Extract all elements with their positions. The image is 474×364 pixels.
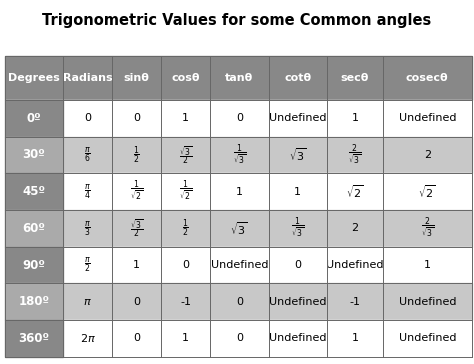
Text: $2\pi$: $2\pi$ (80, 332, 96, 344)
Text: $\frac{1}{\sqrt{3}}$: $\frac{1}{\sqrt{3}}$ (233, 142, 246, 167)
Bar (5, 136, 63, 173)
Text: 1: 1 (424, 260, 431, 270)
Text: 1: 1 (182, 113, 189, 123)
Text: 1: 1 (236, 187, 243, 197)
Text: 1: 1 (294, 187, 301, 197)
Text: $\frac{1}{\sqrt{2}}$: $\frac{1}{\sqrt{2}}$ (130, 179, 143, 204)
Text: 180º: 180º (18, 295, 49, 308)
Text: 1: 1 (351, 333, 358, 343)
Text: 0: 0 (133, 297, 140, 307)
Text: 0: 0 (294, 260, 301, 270)
Text: $\frac{\pi}{2}$: $\frac{\pi}{2}$ (84, 256, 91, 274)
Text: Undefined: Undefined (269, 113, 327, 123)
Text: 0: 0 (236, 333, 243, 343)
Bar (5, 100, 472, 136)
Text: 360º: 360º (18, 332, 49, 345)
Text: $\sqrt{3}$: $\sqrt{3}$ (289, 147, 307, 163)
Text: $\frac{1}{\sqrt{3}}$: $\frac{1}{\sqrt{3}}$ (291, 216, 304, 241)
Text: Undefined: Undefined (269, 333, 327, 343)
Text: cotθ: cotθ (284, 73, 311, 83)
Text: 1: 1 (351, 113, 358, 123)
Text: $\sqrt{2}$: $\sqrt{2}$ (419, 183, 436, 200)
Text: Degrees: Degrees (8, 73, 60, 83)
Text: sinθ: sinθ (124, 73, 150, 83)
Bar (5, 247, 472, 283)
Text: 0º: 0º (27, 112, 41, 125)
Text: -1: -1 (180, 297, 191, 307)
Text: cosecθ: cosecθ (406, 73, 448, 83)
Text: 0: 0 (236, 297, 243, 307)
Text: Undefined: Undefined (399, 113, 456, 123)
Text: $\frac{2}{\sqrt{3}}$: $\frac{2}{\sqrt{3}}$ (421, 216, 434, 241)
Text: Undefined: Undefined (269, 297, 327, 307)
Bar (5, 210, 63, 247)
Text: $\pi$: $\pi$ (83, 297, 92, 307)
Bar (5, 173, 472, 210)
Text: 90º: 90º (22, 258, 46, 272)
Text: $\frac{\pi}{6}$: $\frac{\pi}{6}$ (84, 146, 91, 165)
Bar (5, 283, 472, 320)
Bar (5, 173, 63, 210)
Text: 0: 0 (133, 333, 140, 343)
Text: $\sqrt{2}$: $\sqrt{2}$ (346, 183, 364, 200)
Text: tanθ: tanθ (225, 73, 254, 83)
Text: $\frac{1}{2}$: $\frac{1}{2}$ (182, 218, 189, 239)
Text: $\frac{2}{\sqrt{3}}$: $\frac{2}{\sqrt{3}}$ (348, 142, 362, 167)
Text: 1: 1 (133, 260, 140, 270)
Text: 1: 1 (182, 333, 189, 343)
Text: Undefined: Undefined (399, 333, 456, 343)
Text: 30º: 30º (23, 149, 46, 162)
Text: $\sqrt{3}$: $\sqrt{3}$ (230, 220, 248, 237)
Text: 60º: 60º (22, 222, 46, 235)
Text: $\frac{\pi}{3}$: $\frac{\pi}{3}$ (84, 219, 91, 238)
Bar (5, 247, 63, 283)
Text: 0: 0 (133, 113, 140, 123)
Text: Undefined: Undefined (326, 260, 383, 270)
Text: 0: 0 (84, 113, 91, 123)
Text: Trigonometric Values for some Common angles: Trigonometric Values for some Common ang… (42, 13, 432, 28)
Text: $\frac{\sqrt{3}}{2}$: $\frac{\sqrt{3}}{2}$ (130, 217, 143, 239)
Text: 2: 2 (424, 150, 431, 160)
Text: $\frac{1}{2}$: $\frac{1}{2}$ (133, 144, 140, 166)
Bar (5, 320, 472, 357)
Text: Undefined: Undefined (399, 297, 456, 307)
Text: Radians: Radians (63, 73, 112, 83)
Bar (5, 283, 63, 320)
Text: cosθ: cosθ (172, 73, 200, 83)
Text: Undefined: Undefined (210, 260, 268, 270)
Text: secθ: secθ (341, 73, 369, 83)
Bar (5, 136, 472, 173)
Text: 45º: 45º (22, 185, 46, 198)
Text: 2: 2 (351, 223, 358, 233)
Text: 0: 0 (236, 113, 243, 123)
Bar (5, 210, 472, 247)
Bar (5, 56, 472, 100)
Text: $\frac{\pi}{4}$: $\frac{\pi}{4}$ (84, 182, 91, 201)
Text: 0: 0 (182, 260, 189, 270)
Text: $\frac{\sqrt{3}}{2}$: $\frac{\sqrt{3}}{2}$ (179, 144, 192, 166)
Bar (5, 320, 63, 357)
Bar (5, 100, 63, 136)
Text: $\frac{1}{\sqrt{2}}$: $\frac{1}{\sqrt{2}}$ (179, 179, 192, 204)
Text: -1: -1 (349, 297, 360, 307)
